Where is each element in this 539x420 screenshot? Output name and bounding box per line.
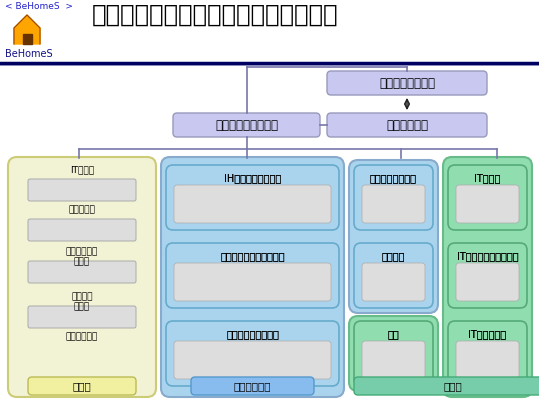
FancyBboxPatch shape bbox=[166, 243, 339, 308]
FancyBboxPatch shape bbox=[349, 160, 438, 313]
Text: IT排熱窓: IT排熱窓 bbox=[474, 173, 501, 183]
FancyBboxPatch shape bbox=[349, 316, 438, 391]
Text: IT昼光利用ブラインド: IT昼光利用ブラインド bbox=[457, 251, 519, 261]
Polygon shape bbox=[14, 15, 40, 44]
Text: IHクッキングヒータ: IHクッキングヒータ bbox=[224, 173, 281, 183]
FancyBboxPatch shape bbox=[8, 157, 156, 397]
Text: 便座: 便座 bbox=[388, 329, 399, 339]
Polygon shape bbox=[23, 34, 32, 44]
Text: IT分電盤: IT分電盤 bbox=[70, 165, 94, 174]
Text: ヒートポンプ給湯機: ヒートポンプ給湯機 bbox=[226, 329, 279, 339]
FancyBboxPatch shape bbox=[174, 341, 331, 379]
FancyBboxPatch shape bbox=[456, 263, 519, 301]
Text: < BeHomeS  >: < BeHomeS > bbox=[5, 2, 73, 11]
FancyBboxPatch shape bbox=[166, 165, 339, 230]
FancyBboxPatch shape bbox=[174, 185, 331, 223]
FancyBboxPatch shape bbox=[456, 185, 519, 223]
Text: ヒートポンプランドリー: ヒートポンプランドリー bbox=[220, 251, 285, 261]
FancyBboxPatch shape bbox=[28, 377, 136, 395]
FancyBboxPatch shape bbox=[327, 71, 487, 95]
FancyBboxPatch shape bbox=[327, 113, 487, 137]
FancyBboxPatch shape bbox=[354, 243, 433, 308]
FancyBboxPatch shape bbox=[362, 185, 425, 223]
Text: ヒートポンプランドリー: ヒートポンプランドリー bbox=[220, 251, 285, 261]
FancyBboxPatch shape bbox=[173, 113, 320, 137]
FancyBboxPatch shape bbox=[28, 179, 136, 201]
Text: 行動推定エンジン: 行動推定エンジン bbox=[379, 76, 435, 89]
Text: ホームゲートウェイ: ホームゲートウェイ bbox=[215, 118, 278, 131]
Text: 便座: 便座 bbox=[388, 329, 399, 339]
FancyBboxPatch shape bbox=[448, 321, 527, 386]
FancyBboxPatch shape bbox=[362, 263, 425, 301]
FancyBboxPatch shape bbox=[362, 341, 425, 379]
Text: 生活行動応答型省エネシステムの構成: 生活行動応答型省エネシステムの構成 bbox=[92, 3, 338, 27]
FancyBboxPatch shape bbox=[191, 377, 314, 395]
FancyBboxPatch shape bbox=[28, 219, 136, 241]
FancyBboxPatch shape bbox=[354, 377, 539, 395]
Text: 人感センサ: 人感センサ bbox=[68, 205, 95, 214]
FancyBboxPatch shape bbox=[443, 157, 532, 397]
Text: エアコン: エアコン bbox=[382, 251, 405, 261]
FancyBboxPatch shape bbox=[28, 306, 136, 328]
FancyBboxPatch shape bbox=[448, 165, 527, 230]
Text: ITシャッター: ITシャッター bbox=[468, 329, 507, 339]
Text: 制御用: 制御用 bbox=[444, 381, 462, 391]
Text: IHクッキングヒータ: IHクッキングヒータ bbox=[224, 173, 281, 183]
Text: IT排熱窓: IT排熱窓 bbox=[474, 173, 501, 183]
Text: 屋外放射
照度計: 屋外放射 照度計 bbox=[71, 292, 93, 311]
Text: 照明調光システム: 照明調光システム bbox=[370, 173, 417, 183]
FancyBboxPatch shape bbox=[174, 263, 331, 301]
Text: 屋内温湿度・
照度計: 屋内温湿度・ 照度計 bbox=[66, 247, 98, 266]
Text: 協調エンジン: 協調エンジン bbox=[386, 118, 428, 131]
Text: BeHomeS: BeHomeS bbox=[5, 49, 53, 59]
FancyBboxPatch shape bbox=[28, 261, 136, 283]
FancyBboxPatch shape bbox=[354, 321, 433, 386]
Text: エアコン: エアコン bbox=[382, 251, 405, 261]
Text: 計測用: 計測用 bbox=[73, 381, 92, 391]
Text: ITシャッター: ITシャッター bbox=[468, 329, 507, 339]
Text: 屋外温湿度計: 屋外温湿度計 bbox=[66, 332, 98, 341]
FancyBboxPatch shape bbox=[166, 321, 339, 386]
Text: 計測・制御用: 計測・制御用 bbox=[234, 381, 271, 391]
FancyBboxPatch shape bbox=[448, 243, 527, 308]
FancyBboxPatch shape bbox=[354, 165, 433, 230]
Text: ヒートポンプ給湯機: ヒートポンプ給湯機 bbox=[226, 329, 279, 339]
FancyBboxPatch shape bbox=[456, 341, 519, 379]
Text: IT昼光利用ブラインド: IT昼光利用ブラインド bbox=[457, 251, 519, 261]
FancyBboxPatch shape bbox=[161, 157, 344, 397]
Text: 照明調光システム: 照明調光システム bbox=[370, 173, 417, 183]
